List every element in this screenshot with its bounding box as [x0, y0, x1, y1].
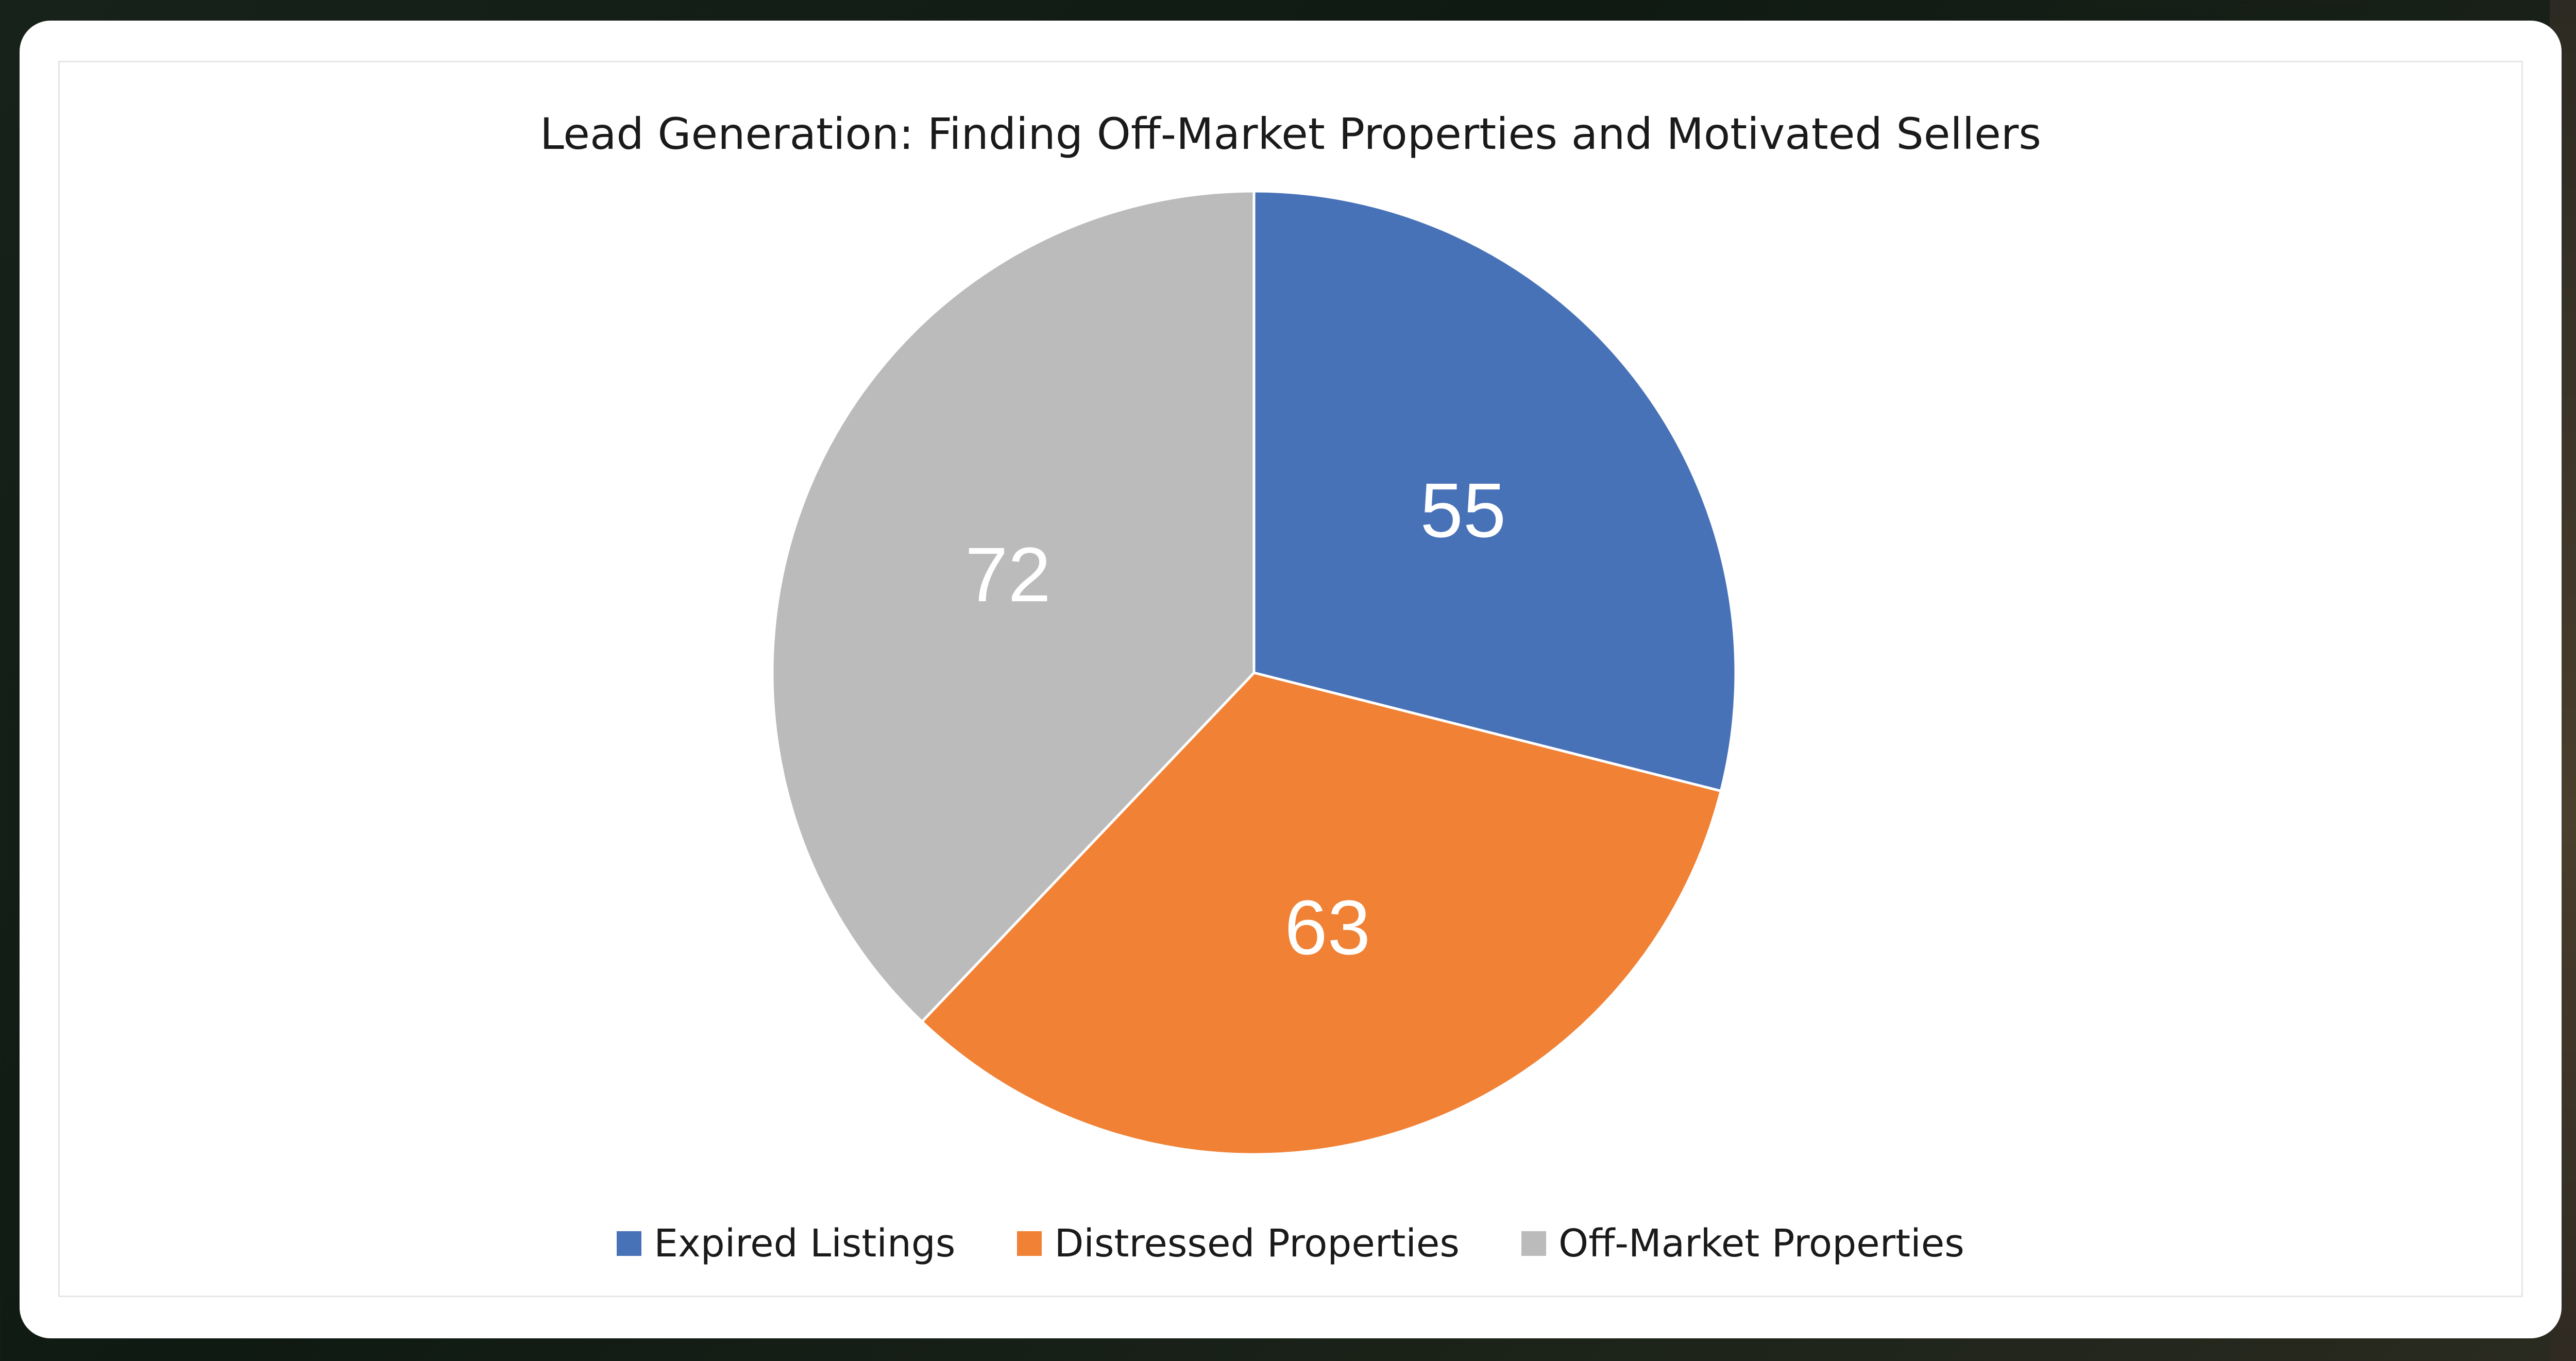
legend-item: Off-Market Properties [1521, 1221, 1964, 1266]
pie-data-label: 72 [965, 531, 1051, 618]
legend-label: Off-Market Properties [1558, 1221, 1964, 1266]
pie-slice-off-market-properties [771, 190, 1256, 1024]
legend-swatch [1521, 1231, 1546, 1256]
legend-swatch [1017, 1231, 1042, 1256]
chart-title: Lead Generation: Finding Off-Market Prop… [539, 109, 2042, 159]
pie-chart: 55 63 72 [771, 190, 1737, 1156]
pie-data-label: 55 [1420, 467, 1506, 553]
pie-data-label: 63 [1284, 884, 1370, 971]
chart-area: Lead Generation: Finding Off-Market Prop… [58, 61, 2523, 1297]
legend-label: Distressed Properties [1054, 1221, 1460, 1266]
chart-legend: Expired Listings Distressed Properties Off… [60, 1221, 2521, 1266]
pie-slice-expired-listings [1252, 190, 1737, 793]
legend-swatch [617, 1231, 642, 1256]
legend-label: Expired Listings [654, 1221, 956, 1266]
legend-item: Expired Listings [617, 1221, 955, 1266]
chart-card: Lead Generation: Finding Off-Market Prop… [20, 21, 2562, 1338]
legend-item: Distressed Properties [1017, 1221, 1460, 1266]
pie-slice-distressed-properties [920, 671, 1723, 1156]
